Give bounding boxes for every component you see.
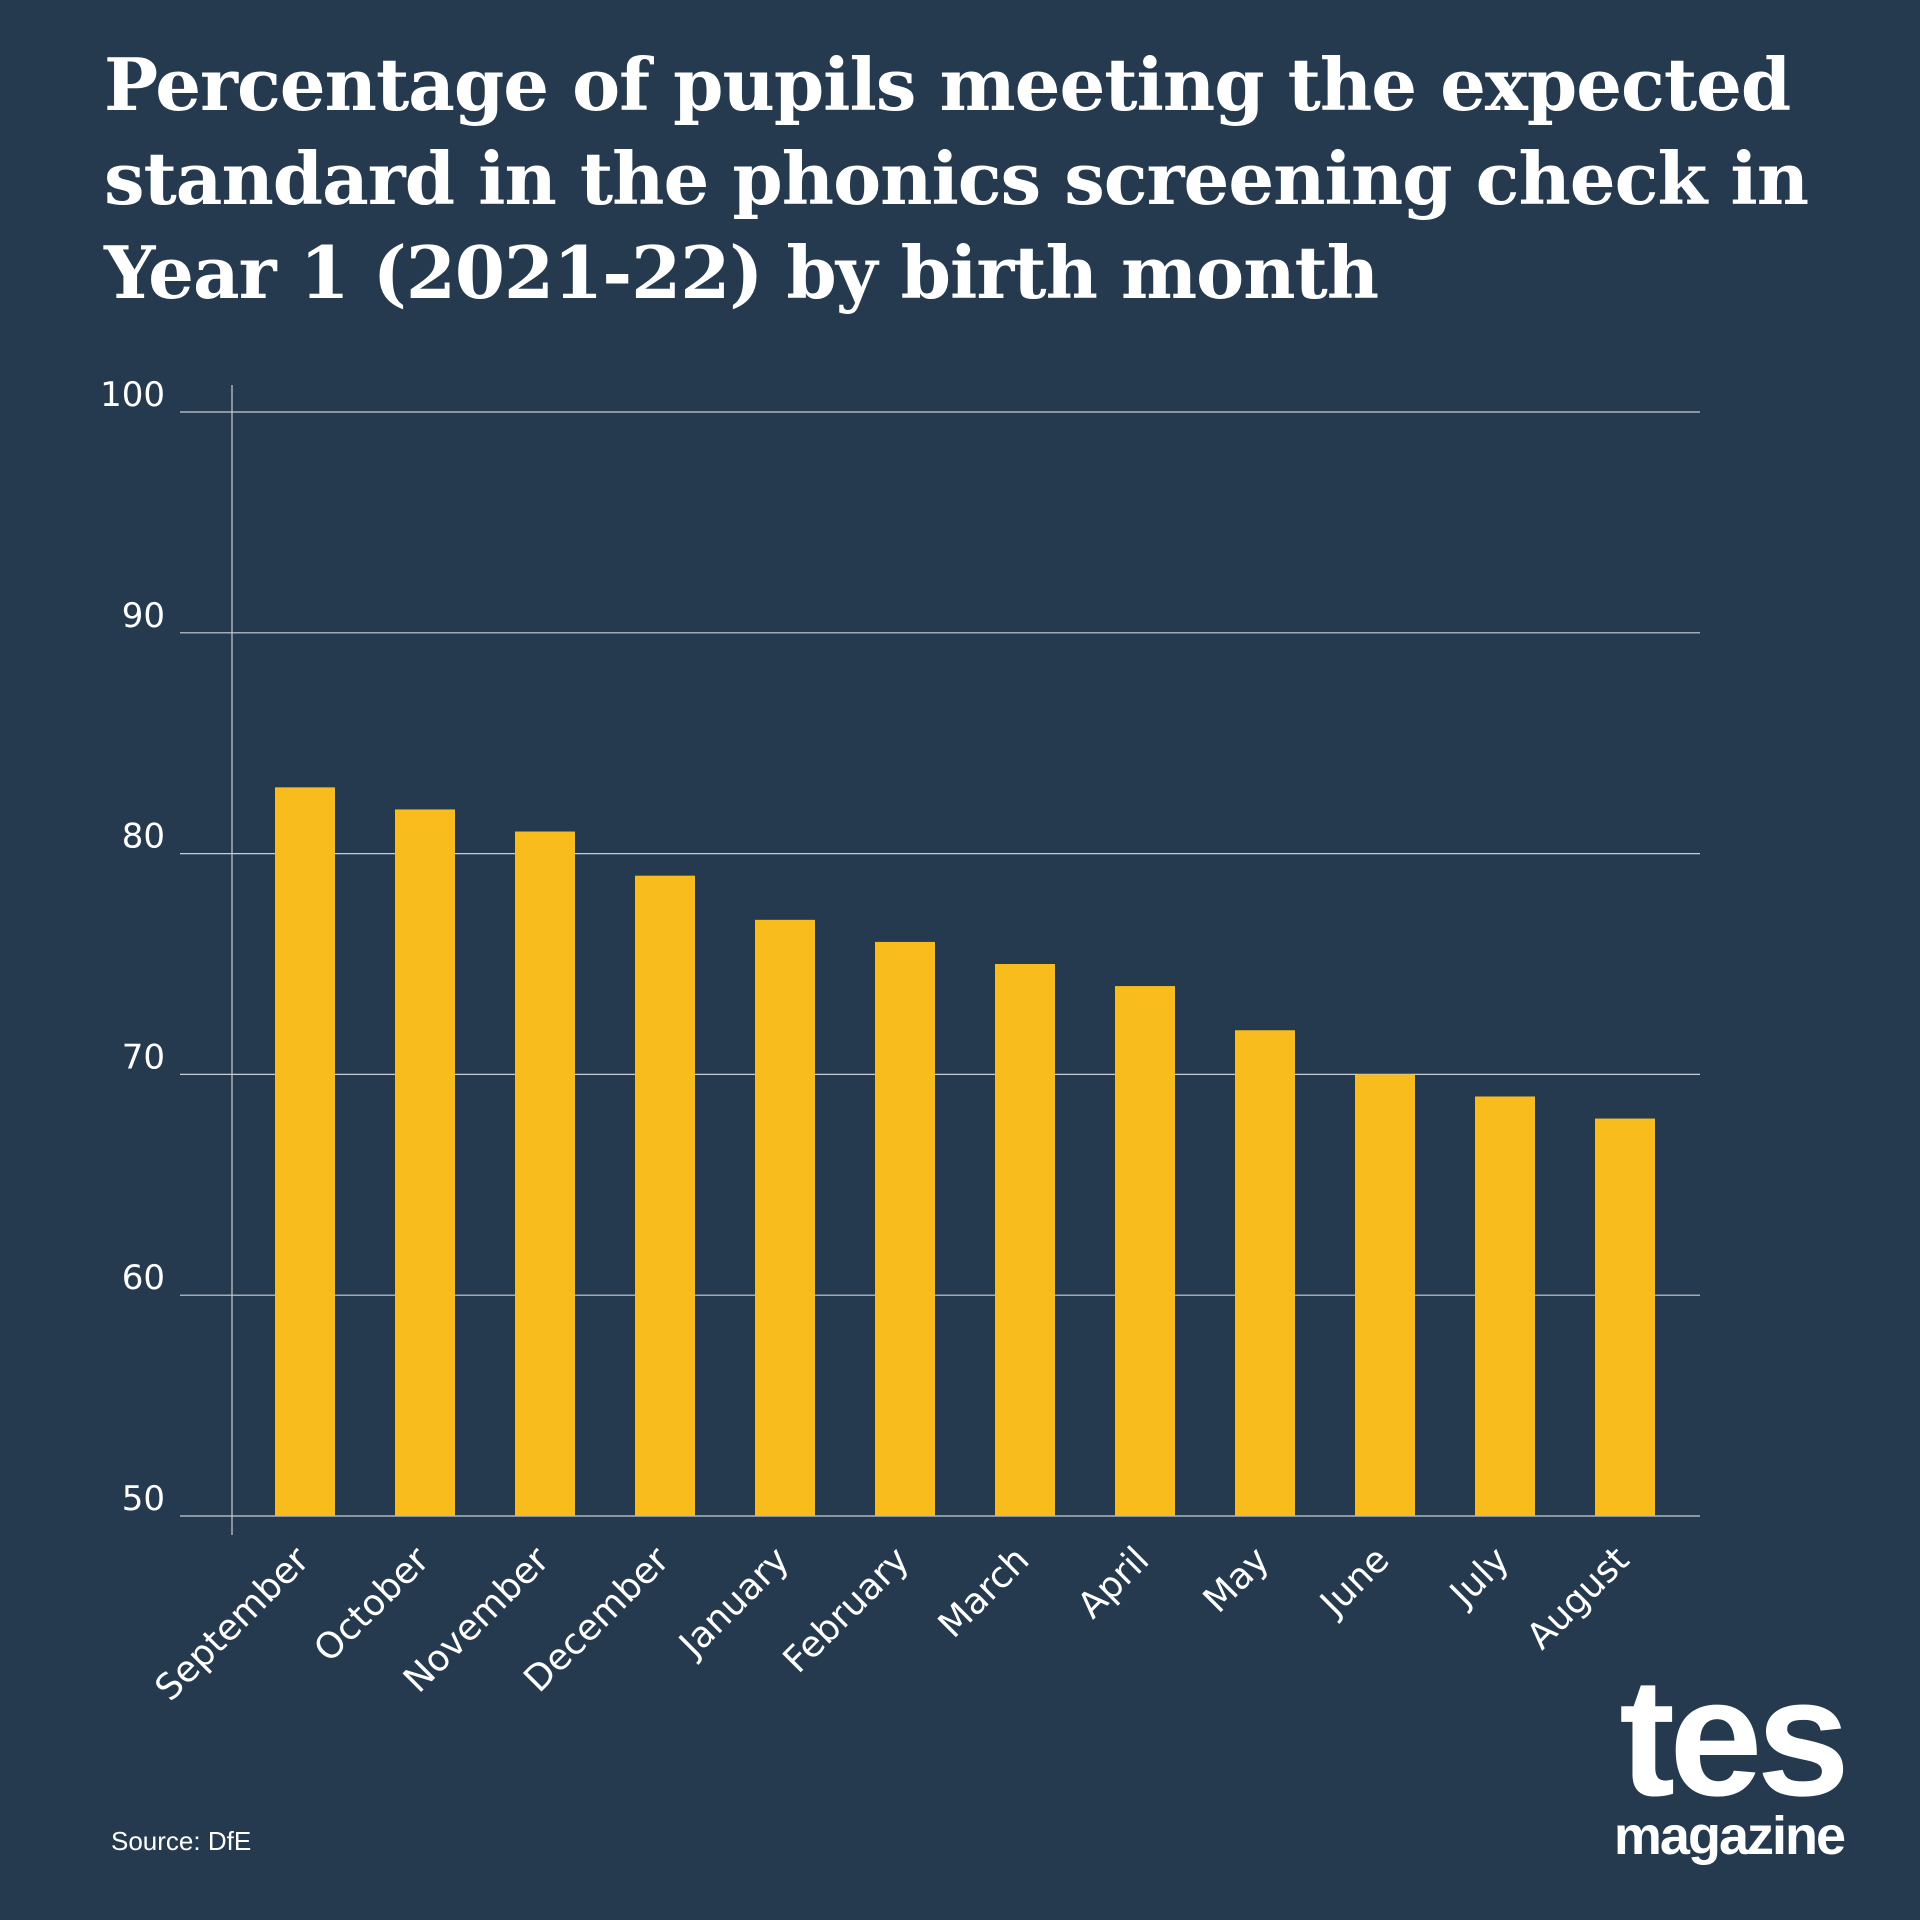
- chart-title: Percentage of pupils meeting the expecte…: [104, 42, 1809, 315]
- bar: [1235, 1030, 1295, 1516]
- bar: [515, 831, 575, 1516]
- bar: [1475, 1096, 1535, 1516]
- x-tick-label: March: [931, 1539, 1038, 1646]
- bars: [275, 787, 1655, 1516]
- x-tick-label: August: [1519, 1539, 1637, 1657]
- y-tick-label: 100: [100, 375, 165, 415]
- logo-wordmark: tes: [1619, 1643, 1850, 1831]
- x-tick-label: July: [1441, 1539, 1517, 1615]
- x-tick-label: February: [776, 1539, 918, 1681]
- bar: [395, 809, 455, 1516]
- y-tick-label: 60: [122, 1258, 165, 1298]
- x-tick-label: April: [1070, 1539, 1157, 1626]
- bar: [1595, 1118, 1655, 1516]
- y-tick-label: 90: [122, 596, 165, 636]
- x-tick-label: May: [1196, 1539, 1278, 1621]
- y-tick-label: 70: [122, 1037, 165, 1077]
- logo-subtitle: magazine: [1613, 1806, 1846, 1866]
- bar: [635, 875, 695, 1516]
- y-tick-label: 80: [122, 817, 165, 857]
- source-note: Source: DfE: [111, 1826, 252, 1856]
- bar: [275, 787, 335, 1516]
- x-tick-label: June: [1312, 1539, 1398, 1625]
- y-tick-label: 50: [122, 1479, 165, 1519]
- bar: [1355, 1074, 1415, 1516]
- bar: [995, 964, 1055, 1516]
- bar: [1115, 986, 1175, 1516]
- bar: [875, 941, 935, 1516]
- x-tick-label: September: [148, 1539, 318, 1709]
- bar: [755, 919, 815, 1516]
- x-tick-label: January: [670, 1539, 797, 1666]
- tes-magazine-logo: tes magazine: [1584, 1643, 1850, 1866]
